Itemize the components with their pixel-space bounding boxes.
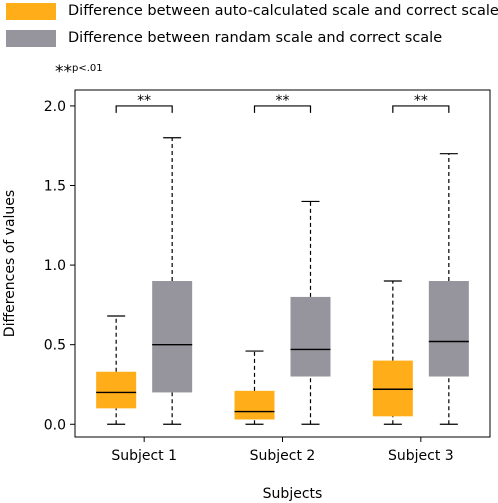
y-tick-label: 0.0: [44, 417, 66, 433]
plot-frame: [74, 89, 491, 438]
y-tick-label: 2.0: [44, 99, 66, 115]
legend: Difference between auto-calculated scale…: [0, 0, 498, 60]
legend-item-auto: Difference between auto-calculated scale…: [6, 0, 498, 22]
significance-label: **: [276, 93, 290, 109]
significance-label: **: [137, 93, 151, 109]
significance-bracket: [392, 105, 450, 113]
significance-note-text: p<.01: [72, 63, 103, 74]
box-random: [428, 281, 469, 377]
legend-swatch-auto: [6, 2, 56, 20]
significance-note: **p<.01: [55, 62, 103, 82]
significance-bracket: [115, 105, 173, 113]
box-random: [290, 296, 331, 377]
x-axis-label: Subjects: [263, 486, 323, 502]
significance-bracket: [253, 105, 312, 113]
legend-swatch-random: [6, 29, 56, 47]
legend-item-random: Difference between randam scale and corr…: [6, 27, 442, 49]
y-tick-label: 1.0: [44, 258, 66, 274]
x-tick-label: Subject 3: [388, 448, 454, 464]
significance-label: **: [414, 93, 428, 109]
y-tick-label: 1.5: [44, 179, 66, 195]
x-tick-label: Subject 2: [250, 448, 316, 464]
significance-note-stars: **: [55, 62, 72, 82]
y-tick-label: 0.5: [44, 338, 66, 354]
box-auto: [234, 390, 275, 420]
legend-label-random: Difference between randam scale and corr…: [68, 30, 443, 46]
box-random: [152, 281, 193, 393]
x-tick-label: Subject 1: [111, 448, 177, 464]
box-auto: [96, 371, 137, 409]
legend-label-auto: Difference between auto-calculated scale…: [68, 3, 498, 19]
box-auto: [372, 360, 413, 417]
y-axis-label: Differences of values: [2, 190, 18, 337]
